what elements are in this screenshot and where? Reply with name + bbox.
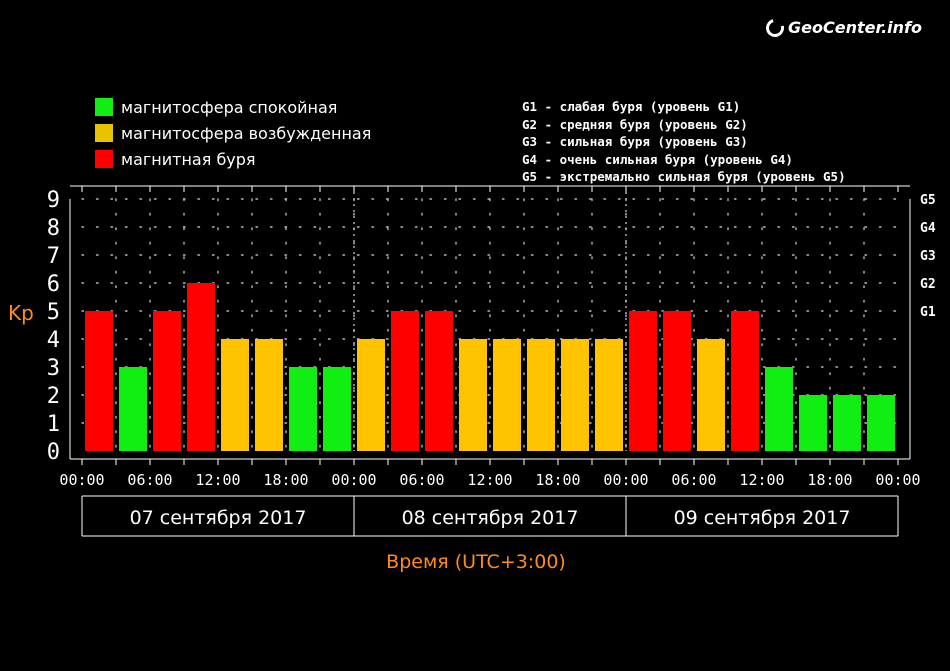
bar-kp-excited <box>493 339 521 451</box>
bar-kp-quiet <box>119 367 147 451</box>
bar-kp-excited <box>561 339 589 451</box>
x-tick-label: 00:00 <box>603 471 648 489</box>
y-axis-label: Kp <box>8 301 34 325</box>
x-tick-label: 06:00 <box>127 471 172 489</box>
g-level-label: G4 <box>920 221 936 236</box>
legend-swatch-excited <box>95 124 113 142</box>
geocenter-logo: GeoCenter.info <box>762 15 922 40</box>
bar-kp-excited <box>595 339 623 451</box>
logo-text: GeoCenter.info <box>788 18 922 37</box>
x-tick-label: 18:00 <box>263 471 308 489</box>
day-label: 09 сентября 2017 <box>674 507 851 529</box>
legend-label-excited: магнитосфера возбужденная <box>121 123 372 143</box>
x-tick-label: 18:00 <box>807 471 852 489</box>
g-level-label: G3 <box>920 249 936 264</box>
bar-kp-storm <box>425 311 453 451</box>
y-tick-label: 3 <box>47 356 60 381</box>
y-tick-label: 8 <box>47 216 60 241</box>
x-tick-label: 12:00 <box>467 471 512 489</box>
y-tick-label: 5 <box>47 300 60 325</box>
bar-kp-storm <box>663 311 691 451</box>
y-tick-label: 0 <box>47 440 60 465</box>
bar-kp-storm <box>153 311 181 451</box>
x-tick-label: 06:00 <box>399 471 444 489</box>
day-label: 07 сентября 2017 <box>130 507 307 529</box>
legend-item-quiet: магнитосфера спокойная <box>95 97 337 117</box>
day-label: 08 сентября 2017 <box>402 507 579 529</box>
y-tick-label: 2 <box>47 384 60 409</box>
g-scale-legend: G1 - слабая буря (уровень G1) G2 - средн… <box>522 98 846 186</box>
bar-kp-excited <box>527 339 555 451</box>
bar-kp-excited <box>255 339 283 451</box>
x-axis-label: Время (UTC+3:00) <box>386 551 566 573</box>
g-scale-item: G5 - экстремально сильная буря (уровень … <box>522 169 846 184</box>
bar-kp-excited <box>697 339 725 451</box>
bar-kp-excited <box>221 339 249 451</box>
y-tick-label: 1 <box>47 412 60 437</box>
x-tick-label: 18:00 <box>535 471 580 489</box>
bar-kp-storm <box>85 311 113 451</box>
x-tick-label: 00:00 <box>331 471 376 489</box>
bar-kp-storm <box>629 311 657 451</box>
bar-kp-excited <box>459 339 487 451</box>
y-tick-label: 7 <box>47 244 60 269</box>
g-scale-item: G4 - очень сильная буря (уровень G4) <box>522 151 793 167</box>
legend-swatch-storm <box>95 150 113 168</box>
y-tick-label: 4 <box>47 328 60 353</box>
bar-kp-quiet <box>867 395 895 451</box>
g-level-label: G5 <box>920 193 936 208</box>
bar-kp-excited <box>357 339 385 451</box>
legend-label-storm: магнитная буря <box>121 149 256 169</box>
bar-kp-quiet <box>323 367 351 451</box>
legend-item-excited: магнитосфера возбужденная <box>95 123 371 143</box>
x-tick-label: 12:00 <box>739 471 784 489</box>
bar-kp-quiet <box>765 367 793 451</box>
x-tick-label: 00:00 <box>875 471 920 489</box>
g-scale-item: G2 - средняя буря (уровень G2) <box>522 116 748 132</box>
g-scale-item: G1 - слабая буря (уровень G1) <box>522 99 741 114</box>
bar-kp-storm <box>391 311 419 451</box>
g-level-label: G2 <box>920 277 936 292</box>
g-scale-item: G3 - сильная буря (уровень G3) <box>522 134 748 149</box>
legend-swatch-quiet <box>95 98 113 116</box>
g-level-label: G1 <box>920 305 936 320</box>
legend-item-storm: магнитная буря <box>95 149 256 169</box>
bar-kp-storm <box>187 283 215 451</box>
x-tick-label: 12:00 <box>195 471 240 489</box>
bar-kp-quiet <box>799 395 827 451</box>
x-tick-label: 06:00 <box>671 471 716 489</box>
y-tick-label: 6 <box>47 272 60 297</box>
bar-kp-quiet <box>289 367 317 451</box>
y-tick-label: 9 <box>47 188 60 213</box>
bar-kp-storm <box>731 311 759 451</box>
bar-kp-quiet <box>833 395 861 451</box>
x-tick-label: 00:00 <box>59 471 104 489</box>
legend-label-quiet: магнитосфера спокойная <box>121 97 338 117</box>
